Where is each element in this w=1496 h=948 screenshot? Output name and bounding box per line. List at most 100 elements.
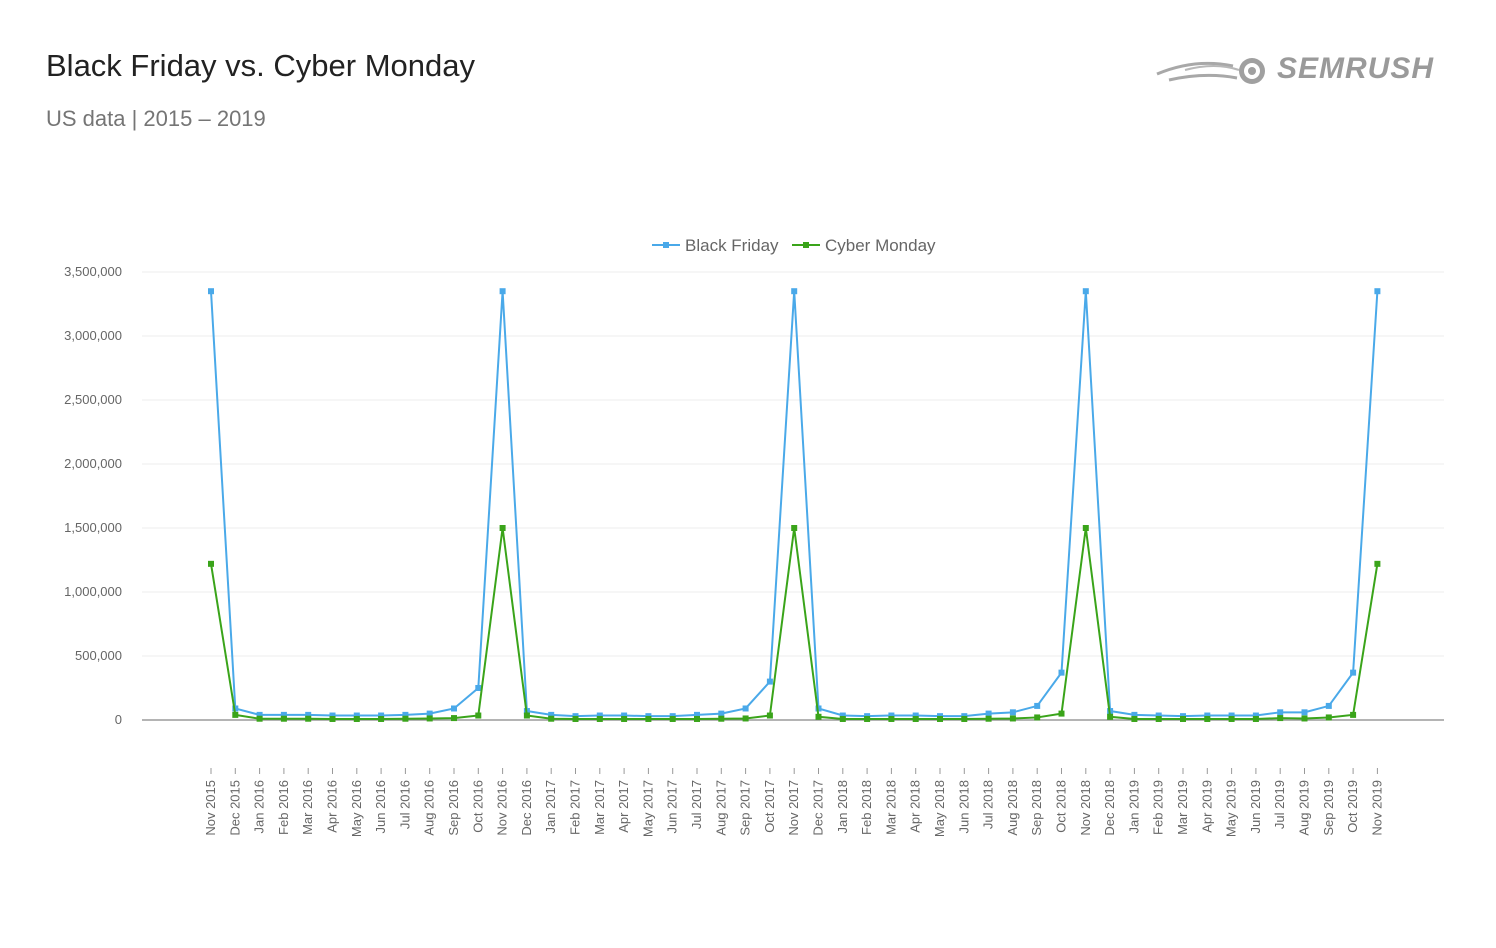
data-point xyxy=(1228,712,1235,719)
data-point xyxy=(1325,714,1332,721)
series-layer xyxy=(208,288,1381,722)
grid-lines xyxy=(142,271,1444,721)
semrush-logo: SEMRUSH xyxy=(1155,52,1447,88)
x-tick-label: Nov 2016 xyxy=(495,780,510,836)
legend-swatch-marker xyxy=(663,242,669,248)
data-point xyxy=(694,715,700,722)
data-point xyxy=(766,712,773,719)
x-tick-label: May 2019 xyxy=(1224,780,1239,837)
data-point xyxy=(1204,712,1211,719)
legend-swatch-marker xyxy=(803,242,809,248)
data-point xyxy=(596,715,603,722)
y-tick-label: 2,000,000 xyxy=(64,456,122,471)
x-tick-label: Feb 2018 xyxy=(859,780,874,835)
x-tick-label: Aug 2017 xyxy=(713,780,728,836)
data-point xyxy=(329,715,336,722)
data-point xyxy=(305,711,312,718)
y-tick-label: 0 xyxy=(115,712,122,727)
x-tick-label: Mar 2017 xyxy=(592,780,607,835)
data-point xyxy=(208,560,214,567)
legend-item-black-friday: Black Friday xyxy=(652,236,779,255)
y-tick-label: 1,500,000 xyxy=(64,520,122,535)
data-point xyxy=(912,712,919,719)
x-tick-label: Mar 2018 xyxy=(883,780,898,835)
x-tick-label: Nov 2018 xyxy=(1078,780,1093,836)
legend-item-cyber-monday: Cyber Monday xyxy=(792,236,936,255)
y-tick-label: 1,000,000 xyxy=(64,584,122,599)
data-point xyxy=(694,711,700,718)
data-point xyxy=(1058,710,1065,717)
data-point xyxy=(402,711,409,718)
data-point xyxy=(499,288,506,295)
x-tick-label: Jan 2019 xyxy=(1126,780,1141,834)
data-point xyxy=(1350,711,1357,718)
data-point xyxy=(1155,715,1162,722)
data-point xyxy=(523,712,530,719)
data-point xyxy=(1131,711,1138,718)
y-tick-label: 2,500,000 xyxy=(64,392,122,407)
chart-title: Black Friday vs. Cyber Monday xyxy=(46,48,475,83)
data-point xyxy=(888,715,895,722)
data-point xyxy=(451,705,457,712)
x-tick-label: Jun 2017 xyxy=(665,780,680,834)
data-point xyxy=(1131,715,1138,722)
data-point xyxy=(742,715,749,722)
x-tick-label: Dec 2018 xyxy=(1102,780,1117,836)
data-point xyxy=(232,711,239,718)
data-point xyxy=(1301,709,1308,716)
x-tick-label: Jul 2016 xyxy=(397,780,412,829)
legend-label: Black Friday xyxy=(685,236,779,255)
data-point xyxy=(280,715,287,722)
x-tick-label: Aug 2019 xyxy=(1297,780,1312,836)
series-line xyxy=(210,291,1379,718)
chart-subtitle: US data | 2015 – 2019 xyxy=(46,106,266,131)
x-tick-label: Feb 2019 xyxy=(1151,780,1166,835)
x-tick-label: Nov 2019 xyxy=(1369,780,1384,836)
data-point xyxy=(645,715,652,722)
y-axis: 0 500,000 1,000,000 1,500,000 2,000,000 2,500… xyxy=(64,264,122,727)
data-point xyxy=(718,710,725,717)
x-axis: Nov 2015 Dec 2015 Jan 2016 Feb 2016 Mar 2016… xyxy=(203,768,1384,837)
data-point xyxy=(985,710,992,717)
x-tick-label: May 2018 xyxy=(932,780,947,837)
data-point xyxy=(1155,712,1162,719)
data-point xyxy=(1034,714,1041,721)
x-tick-label: Jan 2017 xyxy=(543,780,558,834)
x-tick-label: Apr 2016 xyxy=(325,780,340,833)
data-point xyxy=(548,715,555,722)
data-point xyxy=(548,711,555,718)
x-tick-label: Jun 2018 xyxy=(956,780,971,834)
data-point xyxy=(378,712,385,719)
x-tick-label: Mar 2019 xyxy=(1175,780,1190,835)
data-point xyxy=(353,712,360,719)
data-point xyxy=(1204,715,1211,722)
data-point xyxy=(402,715,409,722)
data-point xyxy=(1350,669,1357,676)
data-point xyxy=(1252,715,1259,722)
data-point xyxy=(426,715,433,722)
logo-wordmark: SEMRUSH xyxy=(1277,52,1435,85)
data-point xyxy=(232,705,239,712)
data-point xyxy=(305,715,312,722)
x-tick-label: Sep 2018 xyxy=(1029,780,1044,836)
x-tick-label: Oct 2018 xyxy=(1054,780,1069,833)
data-point xyxy=(280,711,287,718)
data-point xyxy=(208,288,214,295)
data-point xyxy=(718,715,725,722)
x-tick-label: May 2017 xyxy=(640,780,655,837)
data-point xyxy=(839,715,846,722)
x-tick-label: Aug 2018 xyxy=(1005,780,1020,836)
data-point xyxy=(791,288,798,295)
x-tick-label: Jul 2017 xyxy=(689,780,704,829)
semrush-fireball-icon xyxy=(1156,58,1265,84)
x-tick-label: Jul 2019 xyxy=(1272,780,1287,829)
x-tick-label: Aug 2016 xyxy=(422,780,437,836)
data-point xyxy=(572,715,579,722)
data-point xyxy=(791,525,798,531)
x-tick-label: Apr 2018 xyxy=(908,780,923,833)
data-point xyxy=(669,715,676,722)
data-point xyxy=(475,685,482,691)
x-tick-label: Oct 2019 xyxy=(1345,780,1360,833)
series-cyber-monday xyxy=(208,525,1381,722)
x-tick-label: Jun 2019 xyxy=(1248,780,1263,834)
